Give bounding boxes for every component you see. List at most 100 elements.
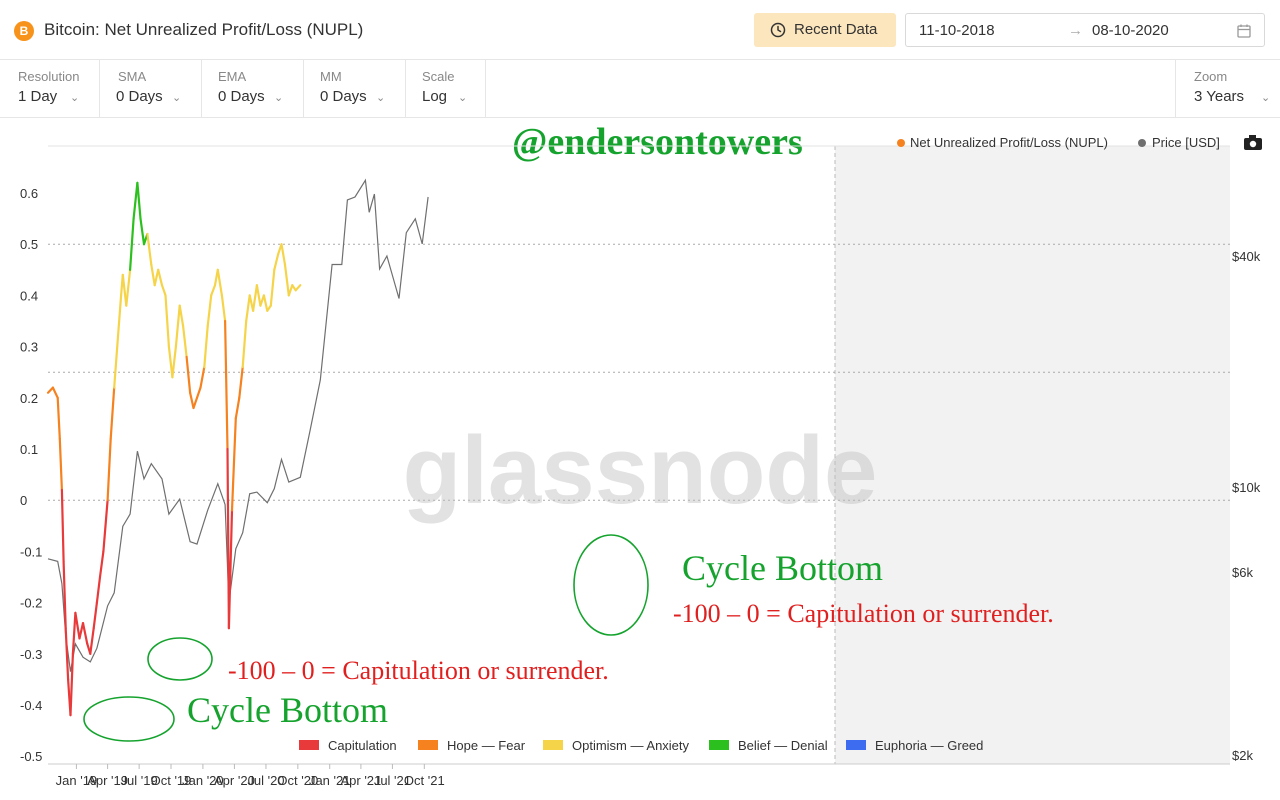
sma-value: 0 Days <box>116 88 163 105</box>
nupl-series <box>46 181 302 717</box>
zoom-label: Zoom <box>1194 69 1228 84</box>
calendar-icon[interactable] <box>1236 23 1252 39</box>
cycle-bottom-label-1: Cycle Bottom <box>187 690 388 730</box>
resolution-label: Resolution <box>18 69 80 84</box>
legend-zone-label[interactable]: Hope — Fear <box>447 738 526 753</box>
y-tick-label: 0.6 <box>20 186 38 201</box>
recent-data-button[interactable]: Recent Data <box>754 13 896 47</box>
legend-bottom: Capitulation Hope — Fear Optimism — Anxiet… <box>299 738 983 753</box>
future-shaded-region <box>835 146 1230 764</box>
x-tick-label: Jan '20 <box>182 773 224 788</box>
x-tick-label: Oct '21 <box>404 773 445 788</box>
nupl-segment <box>46 386 55 394</box>
y-tick-label: -0.1 <box>20 544 42 559</box>
nupl-segment <box>171 345 177 379</box>
chart-settings-bar: Resolution 1 Day ⌄ SMA 0 Days ⌄ EMA 0 Da… <box>0 60 1280 163</box>
x-tick-label: Apr '21 <box>340 773 381 788</box>
nupl-segment <box>287 284 294 297</box>
legend-price-label[interactable]: Price [USD] <box>1152 135 1220 150</box>
y-tick-label: -0.4 <box>20 698 42 713</box>
chevron-down-icon: ⌄ <box>274 92 284 104</box>
nupl-segment <box>121 273 128 307</box>
y-tick-label: -0.2 <box>20 596 42 611</box>
x-tick-label: Oct '20 <box>277 773 318 788</box>
nupl-segment <box>262 294 269 312</box>
x-tick-label: Apr '20 <box>214 773 255 788</box>
nupl-segment <box>139 217 146 246</box>
nupl-segment <box>106 437 112 502</box>
date-from-field[interactable]: 11-10-2018 <box>919 22 995 39</box>
resolution-select[interactable]: Resolution 1 Day ⌄ <box>0 60 100 118</box>
arrow-right-icon: → <box>1068 22 1083 39</box>
scale-select[interactable]: Scale Log ⌄ <box>406 60 486 118</box>
legend-zone-swatch <box>299 740 319 750</box>
nupl-segment <box>283 263 290 297</box>
cycle-bottom-label-2: Cycle Bottom <box>682 548 883 588</box>
date-range-picker[interactable]: 11-10-2018 → 08-10-2020 <box>905 13 1265 47</box>
zoom-value: 3 Years <box>1194 88 1245 105</box>
x-tick-label: Jan '21 <box>309 773 351 788</box>
nupl-segment <box>203 325 209 369</box>
ema-select[interactable]: EMA 0 Days ⌄ <box>202 60 304 118</box>
legend-zone-label[interactable]: Capitulation <box>328 738 397 753</box>
nupl-segment <box>95 575 102 604</box>
nupl-segment <box>273 253 280 271</box>
chevron-down-icon: ⌄ <box>376 92 386 104</box>
chevron-down-icon: ⌄ <box>1261 92 1271 104</box>
scale-label: Scale <box>422 69 455 84</box>
nupl-segment <box>116 294 123 338</box>
y-tick-label: 0.3 <box>20 340 38 355</box>
nupl-segment <box>157 268 164 287</box>
chevron-down-icon: ⌄ <box>172 92 182 104</box>
camera-icon[interactable] <box>1244 135 1262 150</box>
cycle-bottom-ellipse-3 <box>573 534 649 636</box>
price-tick-label: $2k <box>1232 748 1253 763</box>
x-tick-label: Jul '19 <box>121 773 158 788</box>
nupl-segment <box>252 284 258 312</box>
clock-icon <box>770 22 786 38</box>
mm-select[interactable]: MM 0 Days ⌄ <box>304 60 406 118</box>
ema-value: 0 Days <box>218 88 265 105</box>
nupl-segment <box>189 391 195 410</box>
nupl-segment <box>146 232 153 266</box>
x-tick-label: Jul '20 <box>247 773 284 788</box>
overlay-handle-text: @endersontowers <box>512 121 803 163</box>
top-bar: B Bitcoin: Net Unrealized Profit/Loss (N… <box>0 0 1280 60</box>
nupl-segment <box>224 319 229 451</box>
legend-zone-label[interactable]: Euphoria — Greed <box>875 738 983 753</box>
capitulation-label-1: -100 – 0 = Capitulation or surrender. <box>228 656 609 685</box>
nupl-segment <box>230 417 237 512</box>
legend-nupl-label[interactable]: Net Unrealized Profit/Loss (NUPL) <box>910 135 1108 150</box>
sma-select[interactable]: SMA 0 Days ⌄ <box>100 60 202 118</box>
nupl-segment <box>245 294 251 323</box>
price-tick-label: $40k <box>1232 249 1261 264</box>
capitulation-label-2: -100 – 0 = Capitulation or surrender. <box>673 599 1054 628</box>
nupl-segment <box>160 284 167 297</box>
nupl-segment <box>182 325 188 358</box>
page-title: Bitcoin: Net Unrealized Profit/Loss (NUP… <box>44 20 364 39</box>
annotations: Cycle Bottom Cycle Bottom -100 – 0 = Cap… <box>83 534 1054 742</box>
nupl-chart[interactable]: 0.60.50.40.30.20.10-0.1-0.2-0.3-0.4-0.5 … <box>0 118 1280 800</box>
x-tick-label: Jan '19 <box>56 773 98 788</box>
x-tick-label: Jul '21 <box>374 773 411 788</box>
nupl-segment <box>92 601 99 630</box>
nupl-segment <box>98 550 105 579</box>
nupl-segment <box>60 488 65 563</box>
legend-zone-label[interactable]: Belief — Denial <box>738 738 828 753</box>
nupl-segment <box>192 396 199 410</box>
chevron-down-icon: ⌄ <box>70 92 80 104</box>
sma-label: SMA <box>118 69 147 84</box>
nupl-segment <box>199 366 206 389</box>
legend-zone-label[interactable]: Optimism — Anxiety <box>572 738 690 753</box>
nupl-segment <box>89 627 95 655</box>
legend-zone-swatch <box>543 740 563 750</box>
nupl-segment <box>132 181 139 220</box>
y-tick-label: -0.5 <box>20 749 42 764</box>
nupl-segment <box>81 622 89 645</box>
price-tick-label: $6k <box>1232 565 1253 580</box>
date-to-field[interactable]: 08-10-2020 <box>1092 22 1169 39</box>
nupl-segment <box>185 355 192 394</box>
zoom-select[interactable]: Zoom 3 Years ⌄ <box>1175 60 1280 118</box>
nupl-segment <box>64 627 70 681</box>
price-line <box>47 178 429 672</box>
